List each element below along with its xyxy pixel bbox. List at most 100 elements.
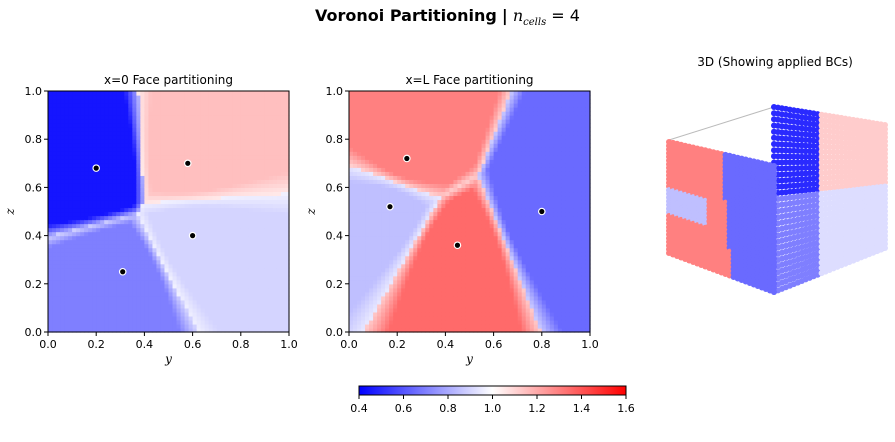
heatmap-cell: [429, 319, 434, 325]
heatmap-cell: [56, 259, 61, 265]
heatmap-cell: [196, 175, 202, 180]
heatmap-cell: [148, 103, 154, 108]
heatmap-cell: [284, 327, 290, 333]
heatmap-cell: [204, 163, 210, 168]
heatmap-cell: [224, 99, 230, 104]
heatmap-cell: [433, 175, 438, 180]
heatmap-cell: [216, 95, 222, 100]
heatmap-cell: [276, 227, 282, 233]
heatmap-cell: [284, 271, 290, 277]
heatmap-cell: [132, 227, 137, 233]
heatmap-cell: [60, 263, 65, 269]
heatmap-cell: [429, 103, 434, 108]
heatmap-cell: [80, 287, 85, 293]
heatmap-cell: [377, 251, 382, 257]
heatmap-cell: [276, 207, 282, 213]
heatmap-cell: [80, 267, 85, 273]
heatmap-cell: [228, 111, 234, 116]
heatmap-cell: [72, 175, 77, 180]
heatmap-cell: [104, 143, 109, 148]
heatmap-cell: [272, 283, 278, 289]
heatmap-cell: [272, 147, 278, 152]
heatmap-cell: [84, 219, 89, 225]
heatmap-cell: [112, 139, 117, 144]
heatmap-cell: [108, 299, 113, 305]
heatmap-cell: [192, 291, 198, 297]
heatmap-cell: [433, 187, 438, 193]
heatmap-cell: [429, 231, 434, 237]
heatmap-cell: [92, 207, 97, 213]
heatmap-cell: [264, 327, 270, 333]
heatmap-cell: [116, 123, 121, 128]
heatmap-cell: [413, 223, 418, 229]
heatmap-cell: [84, 171, 89, 176]
heatmap-cell: [365, 295, 370, 301]
heatmap-cell: [349, 239, 354, 245]
heatmap-cell: [116, 183, 121, 188]
heatmap-cell: [76, 255, 81, 261]
heatmap-cell: [156, 307, 162, 313]
heatmap-cell: [60, 95, 65, 100]
heatmap-cell: [100, 235, 105, 241]
heatmap-cell: [421, 271, 426, 277]
heatmap-cell: [389, 155, 394, 160]
heatmap-cell: [128, 119, 133, 124]
heatmap-cell: [361, 91, 366, 96]
heatmap-cell: [401, 211, 406, 217]
heatmap-cell: [184, 251, 190, 257]
heatmap-cell: [156, 279, 162, 285]
heatmap-cell: [260, 243, 266, 249]
heatmap-cell: [252, 299, 258, 305]
heatmap-cell: [397, 263, 402, 269]
heatmap-cell: [260, 123, 266, 128]
heatmap-cell: [417, 175, 422, 180]
heatmap-cell: [76, 151, 81, 156]
heatmap-cell: [120, 307, 125, 313]
heatmap-cell: [236, 187, 242, 193]
heatmap-cell: [264, 171, 270, 176]
heatmap-cell: [68, 107, 73, 112]
heatmap-cell: [48, 135, 53, 140]
heatmap-cell: [112, 111, 117, 116]
heatmap-cell: [232, 99, 238, 104]
heatmap-cell: [433, 151, 438, 156]
heatmap-cell: [136, 215, 141, 221]
heatmap-cell: [164, 267, 170, 273]
heatmap-cell: [260, 295, 266, 301]
heatmap-cell: [80, 271, 85, 277]
heatmap-cell: [272, 131, 278, 136]
heatmap-cell: [228, 251, 234, 257]
heatmap-cell: [168, 111, 174, 116]
heatmap-cell: [100, 163, 105, 168]
heatmap-cell: [389, 307, 394, 313]
heatmap-cell: [108, 323, 113, 329]
heatmap-cell: [108, 103, 113, 108]
heatmap-cell: [244, 179, 250, 184]
heatmap-cell: [200, 219, 206, 225]
heatmap-cell: [104, 167, 109, 172]
heatmap-cell: [172, 151, 178, 156]
heatmap-cell: [132, 179, 137, 184]
heatmap-cell: [389, 311, 394, 317]
heatmap-cell: [148, 131, 154, 136]
heatmap-cell: [192, 307, 198, 313]
heatmap-cell: [224, 143, 230, 148]
heatmap-cell: [244, 191, 250, 197]
heatmap-cell: [248, 299, 254, 305]
heatmap-cell: [429, 239, 434, 245]
heatmap-cell: [264, 159, 270, 164]
heatmap-cell: [373, 263, 378, 269]
heatmap-cell: [228, 171, 234, 176]
heatmap-cell: [268, 103, 274, 108]
heatmap-cell: [80, 135, 85, 140]
heatmap-cell: [108, 211, 113, 217]
heatmap-cell: [144, 123, 150, 128]
heatmap-cell: [284, 275, 290, 281]
heatmap-cell: [72, 171, 77, 176]
heatmap-cell: [373, 191, 378, 197]
heatmap-cell: [357, 167, 362, 172]
heatmap-cell: [112, 191, 117, 197]
heatmap-cell: [212, 251, 218, 257]
heatmap-cell: [401, 283, 406, 289]
heatmap-cell: [232, 143, 238, 148]
